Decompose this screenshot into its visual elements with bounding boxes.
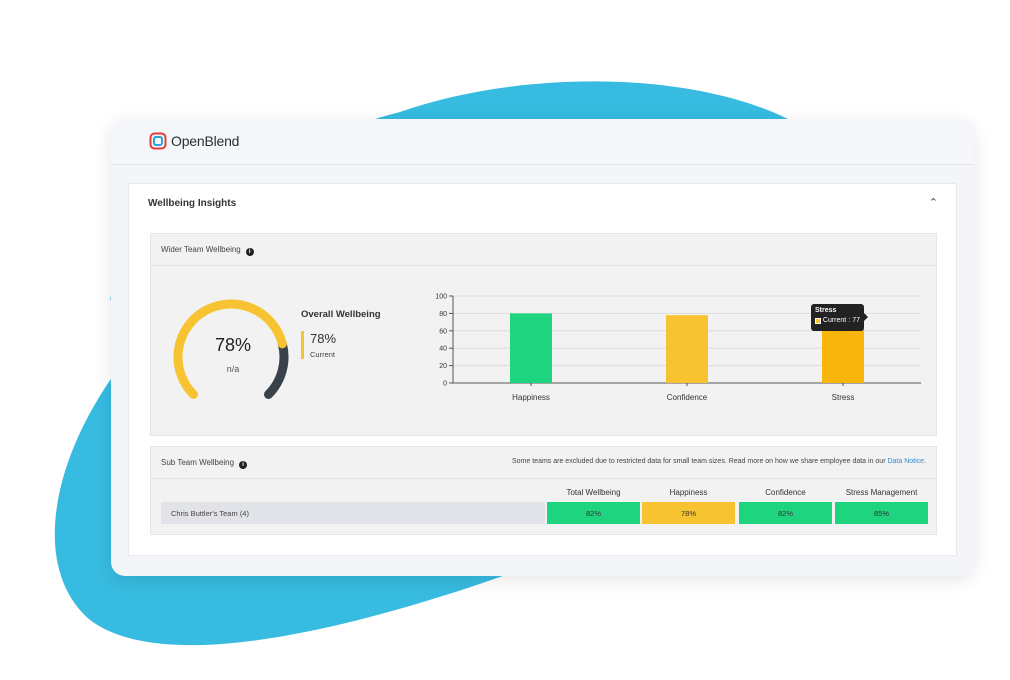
overall-wellbeing-title: Overall Wellbeing	[301, 309, 381, 320]
wellbeing-insights-card: Wellbeing Insights ⌃ Wider Team Wellbein…	[128, 183, 957, 556]
tooltip-series: Current	[822, 317, 847, 324]
card-title: Wellbeing Insights	[148, 198, 237, 209]
overall-label: Current	[310, 350, 336, 359]
notice-end: .	[924, 458, 926, 465]
app-window: OpenBlend Wellbeing Insights ⌃ Wider Tea…	[111, 119, 974, 576]
sub-team-title: Sub Team Wellbeing	[161, 458, 235, 467]
y-tick-label: 20	[439, 363, 447, 370]
notice-body: Some teams are excluded due to restricte…	[512, 458, 888, 465]
col-header-stress[interactable]: Stress Management	[845, 488, 918, 497]
overall-value: 78%	[310, 331, 337, 346]
y-tick-label: 80	[439, 311, 447, 318]
bar-confidence	[666, 315, 708, 383]
col-header-total[interactable]: Total Wellbeing	[566, 488, 621, 497]
top-bar: OpenBlend	[111, 119, 974, 165]
y-tick-label: 0	[443, 381, 447, 388]
openblend-logo-icon	[149, 132, 167, 150]
sub-team-header: Sub Team Wellbeing i Some teams are exclu…	[151, 447, 936, 479]
chevron-up-icon[interactable]: ⌃	[928, 197, 938, 209]
gauge-subtext: n/a	[226, 364, 240, 374]
data-notice-text: Some teams are excluded due to restricte…	[512, 458, 926, 465]
col-header-happiness[interactable]: Happiness	[669, 488, 708, 497]
sub-team-panel: Sub Team Wellbeing i Some teams are exclu…	[150, 446, 937, 535]
panel-title-sub: Sub Team Wellbeing i	[161, 458, 248, 469]
x-tick-label: Happiness	[512, 393, 550, 402]
panel-title-wider: Wider Team Wellbeing i	[161, 245, 254, 256]
x-tick-label: Confidence	[667, 393, 708, 402]
tooltip-swatch	[815, 317, 821, 324]
tooltip-value: 77	[852, 317, 860, 324]
metric-happiness: 78%	[642, 502, 735, 524]
brand-name: OpenBlend	[171, 133, 240, 149]
brand-logo[interactable]: OpenBlend	[149, 132, 239, 150]
info-icon[interactable]: i	[245, 248, 254, 256]
wider-team-header: Wider Team Wellbeing i	[151, 234, 936, 266]
chart-tooltip: Stress Current: 77	[811, 304, 868, 331]
col-header-confidence[interactable]: Confidence	[765, 488, 806, 497]
tooltip-row: Current: 77	[815, 317, 860, 324]
gauge-remaining-arc	[263, 339, 289, 399]
wider-team-title: Wider Team Wellbeing	[161, 245, 241, 254]
gauge-value-arc	[173, 299, 287, 399]
data-notice-link[interactable]: Data Notice	[887, 458, 925, 465]
wider-team-panel: Wider Team Wellbeing i 78% n/a Overall We…	[150, 233, 937, 436]
metric-confidence: 82%	[739, 502, 832, 524]
bar-happiness	[510, 313, 552, 383]
x-tick-label: Stress	[832, 393, 855, 402]
y-tick-label: 40	[439, 346, 447, 353]
metric-total: 82%	[547, 502, 640, 524]
wellbeing-gauge	[173, 299, 289, 399]
metric-stress: 85%	[835, 502, 928, 524]
overall-indicator-bar	[301, 331, 304, 359]
gauge-value: 78%	[214, 335, 252, 355]
tooltip-title: Stress	[815, 307, 837, 314]
y-tick-label: 100	[435, 294, 447, 301]
team-name-cell[interactable]: Chris Buttler's Team (4)	[161, 502, 545, 524]
info-icon[interactable]: i	[239, 461, 248, 469]
y-tick-label: 60	[439, 328, 447, 335]
